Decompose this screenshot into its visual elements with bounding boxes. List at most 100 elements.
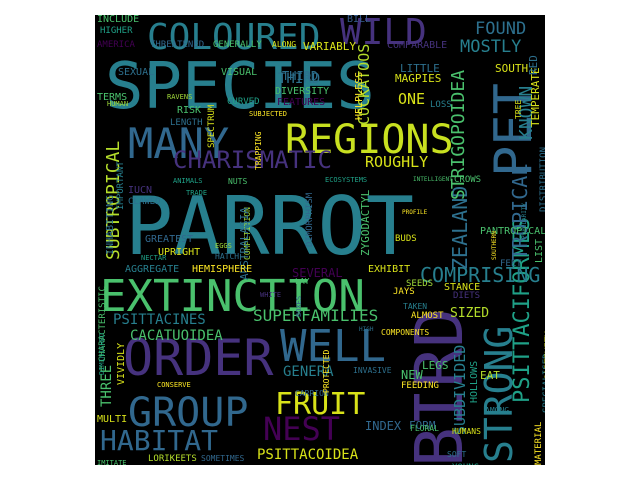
cloud-word: THIRD: [278, 71, 321, 87]
cloud-word: COMPONENTS: [381, 328, 430, 337]
cloud-word: FRUIT: [275, 387, 366, 422]
cloud-word: FEET: [500, 259, 522, 269]
cloud-word: INCLUDE: [97, 15, 140, 25]
cloud-word: SUBJECTED: [249, 110, 287, 118]
cloud-word: DIMINISHED: [98, 332, 106, 375]
cloud-word: WILD: [340, 15, 427, 53]
cloud-word: SPECTRUM: [207, 104, 217, 148]
cloud-word: IMITATE: [97, 459, 127, 466]
cloud-word: CLAWED: [128, 197, 161, 207]
cloud-word: POPULARITY: [521, 202, 528, 239]
cloud-word: LAY: [295, 277, 310, 286]
cloud-word: SEVERAL: [292, 266, 343, 280]
cloud-word: DIVERSITY: [275, 86, 330, 97]
cloud-word: COMPARABLE: [387, 40, 448, 51]
cloud-word: ORDER: [123, 329, 274, 387]
cloud-word: BILL: [347, 15, 372, 25]
cloud-word: WHITE: [260, 291, 282, 299]
cloud-word: LITTLE: [400, 62, 440, 75]
cloud-word: FOUND: [475, 19, 527, 39]
cloud-word: LOSS: [430, 100, 452, 110]
cloud-word: BUDS: [395, 234, 417, 244]
cloud-word: FEATURES: [277, 97, 326, 108]
cloud-word: RED: [527, 55, 540, 75]
cloud-word: MAGPIES: [395, 72, 442, 85]
cloud-word: LIST: [534, 238, 545, 263]
cloud-word: GREATEST: [145, 234, 194, 245]
cloud-word: NEST: [263, 410, 341, 448]
cloud-word: CARRION: [295, 389, 329, 398]
cloud-word: SUBDIVIDED: [451, 344, 469, 435]
cloud-word: THIRD: [282, 69, 319, 83]
cloud-word: HIGH: [359, 326, 374, 333]
cloud-word: YOUNG: [452, 464, 479, 466]
cloud-word: RAVENS: [167, 93, 193, 101]
cloud-word: PSITTACINES: [113, 312, 206, 328]
cloud-word: BOXES: [295, 295, 303, 317]
cloud-word: WELL: [280, 321, 386, 372]
cloud-word: ALMOST: [411, 311, 444, 321]
cloud-word: EGGS: [215, 242, 232, 250]
cloud-word: ECOSYSTEMS: [325, 176, 368, 184]
cloud-word: TRADE: [186, 189, 208, 197]
cloud-word: REGIONS: [285, 117, 454, 163]
cloud-word: SIZED: [450, 306, 490, 321]
cloud-word: AGGREGATE: [125, 264, 180, 275]
cloud-word: ANIMALS: [173, 177, 203, 185]
cloud-word: HELPLESS: [354, 71, 365, 120]
cloud-word: PROTECTED: [322, 349, 331, 393]
cloud-word: HOLLOWS: [469, 360, 480, 403]
cloud-word: SPECIES: [105, 50, 375, 124]
cloud-word: TAKEN: [403, 302, 428, 311]
cloud-word: VISUAL: [221, 67, 258, 78]
cloud-word: INVASIVE: [353, 366, 392, 375]
cloud-word: EAT: [480, 369, 500, 382]
cloud-word: TEMPERATE: [529, 67, 542, 127]
cloud-word: DIETS: [453, 291, 481, 301]
cloud-word: IUCN: [128, 185, 153, 196]
cloud-word: PSITTACOIDEA: [257, 447, 359, 463]
cloud-word: RISK: [177, 105, 202, 116]
cloud-word: HATCH: [215, 252, 240, 261]
cloud-word: PANTROPICAL: [480, 226, 545, 237]
cloud-word: PROFILE: [402, 209, 428, 216]
cloud-word: SOMETIMES: [201, 454, 245, 463]
cloud-word: SUPERFAMILIES: [253, 306, 379, 325]
cloud-word: THREATENED: [150, 40, 205, 50]
cloud-word: CACATUOIDEA: [130, 328, 223, 344]
cloud-word: SEXUAL: [118, 67, 155, 78]
cloud-word: AMERICA: [97, 40, 135, 50]
cloud-word: NUTS: [228, 177, 248, 186]
cloud-word: DIMORPHISM: [305, 192, 315, 247]
cloud-word: LEGS: [422, 359, 449, 372]
cloud-word: TERMS: [97, 92, 128, 103]
cloud-word: DISTRIBUTION: [539, 146, 545, 212]
cloud-word: MULTI: [97, 414, 128, 425]
cloud-word: VIVIDLY: [116, 342, 127, 385]
cloud-word: SEEDS: [406, 279, 434, 289]
cloud-word: FEEDING: [401, 381, 439, 391]
cloud-word: CROWS: [454, 175, 482, 185]
cloud-word: TREE: [514, 99, 523, 119]
cloud-word: HABITAT: [100, 424, 219, 457]
cloud-word: CONSERVE: [157, 381, 191, 389]
cloud-word: FORM: [409, 419, 436, 432]
cloud-word: ROUGHLY: [365, 153, 429, 171]
cloud-word: SOUTH: [495, 62, 529, 75]
word-cloud: PARROT SPECIES BIRD ORDER EXTINCTION REGIONS M…: [95, 15, 545, 465]
cloud-word: HUMAN: [107, 100, 129, 108]
cloud-word: COLOURED: [147, 17, 321, 58]
cloud-word: EXHIBIT: [368, 264, 411, 275]
cloud-word: GENERA: [283, 364, 334, 380]
cloud-word: PARROT: [125, 180, 414, 273]
cloud-word: NEW: [401, 368, 423, 382]
cloud-word: TRAPPING: [254, 131, 263, 170]
cloud-word: INTELLIGENT: [413, 176, 453, 183]
cloud-word: HEMISPHERE: [192, 264, 253, 275]
cloud-word: LENGTH: [170, 118, 203, 128]
cloud-word: HIGHER: [100, 26, 133, 36]
cloud-word: HUMANS: [452, 427, 481, 436]
cloud-word: INDEX: [365, 419, 402, 433]
cloud-word: VARIABLY: [303, 40, 356, 53]
cloud-word: COMPRISING: [420, 263, 541, 287]
